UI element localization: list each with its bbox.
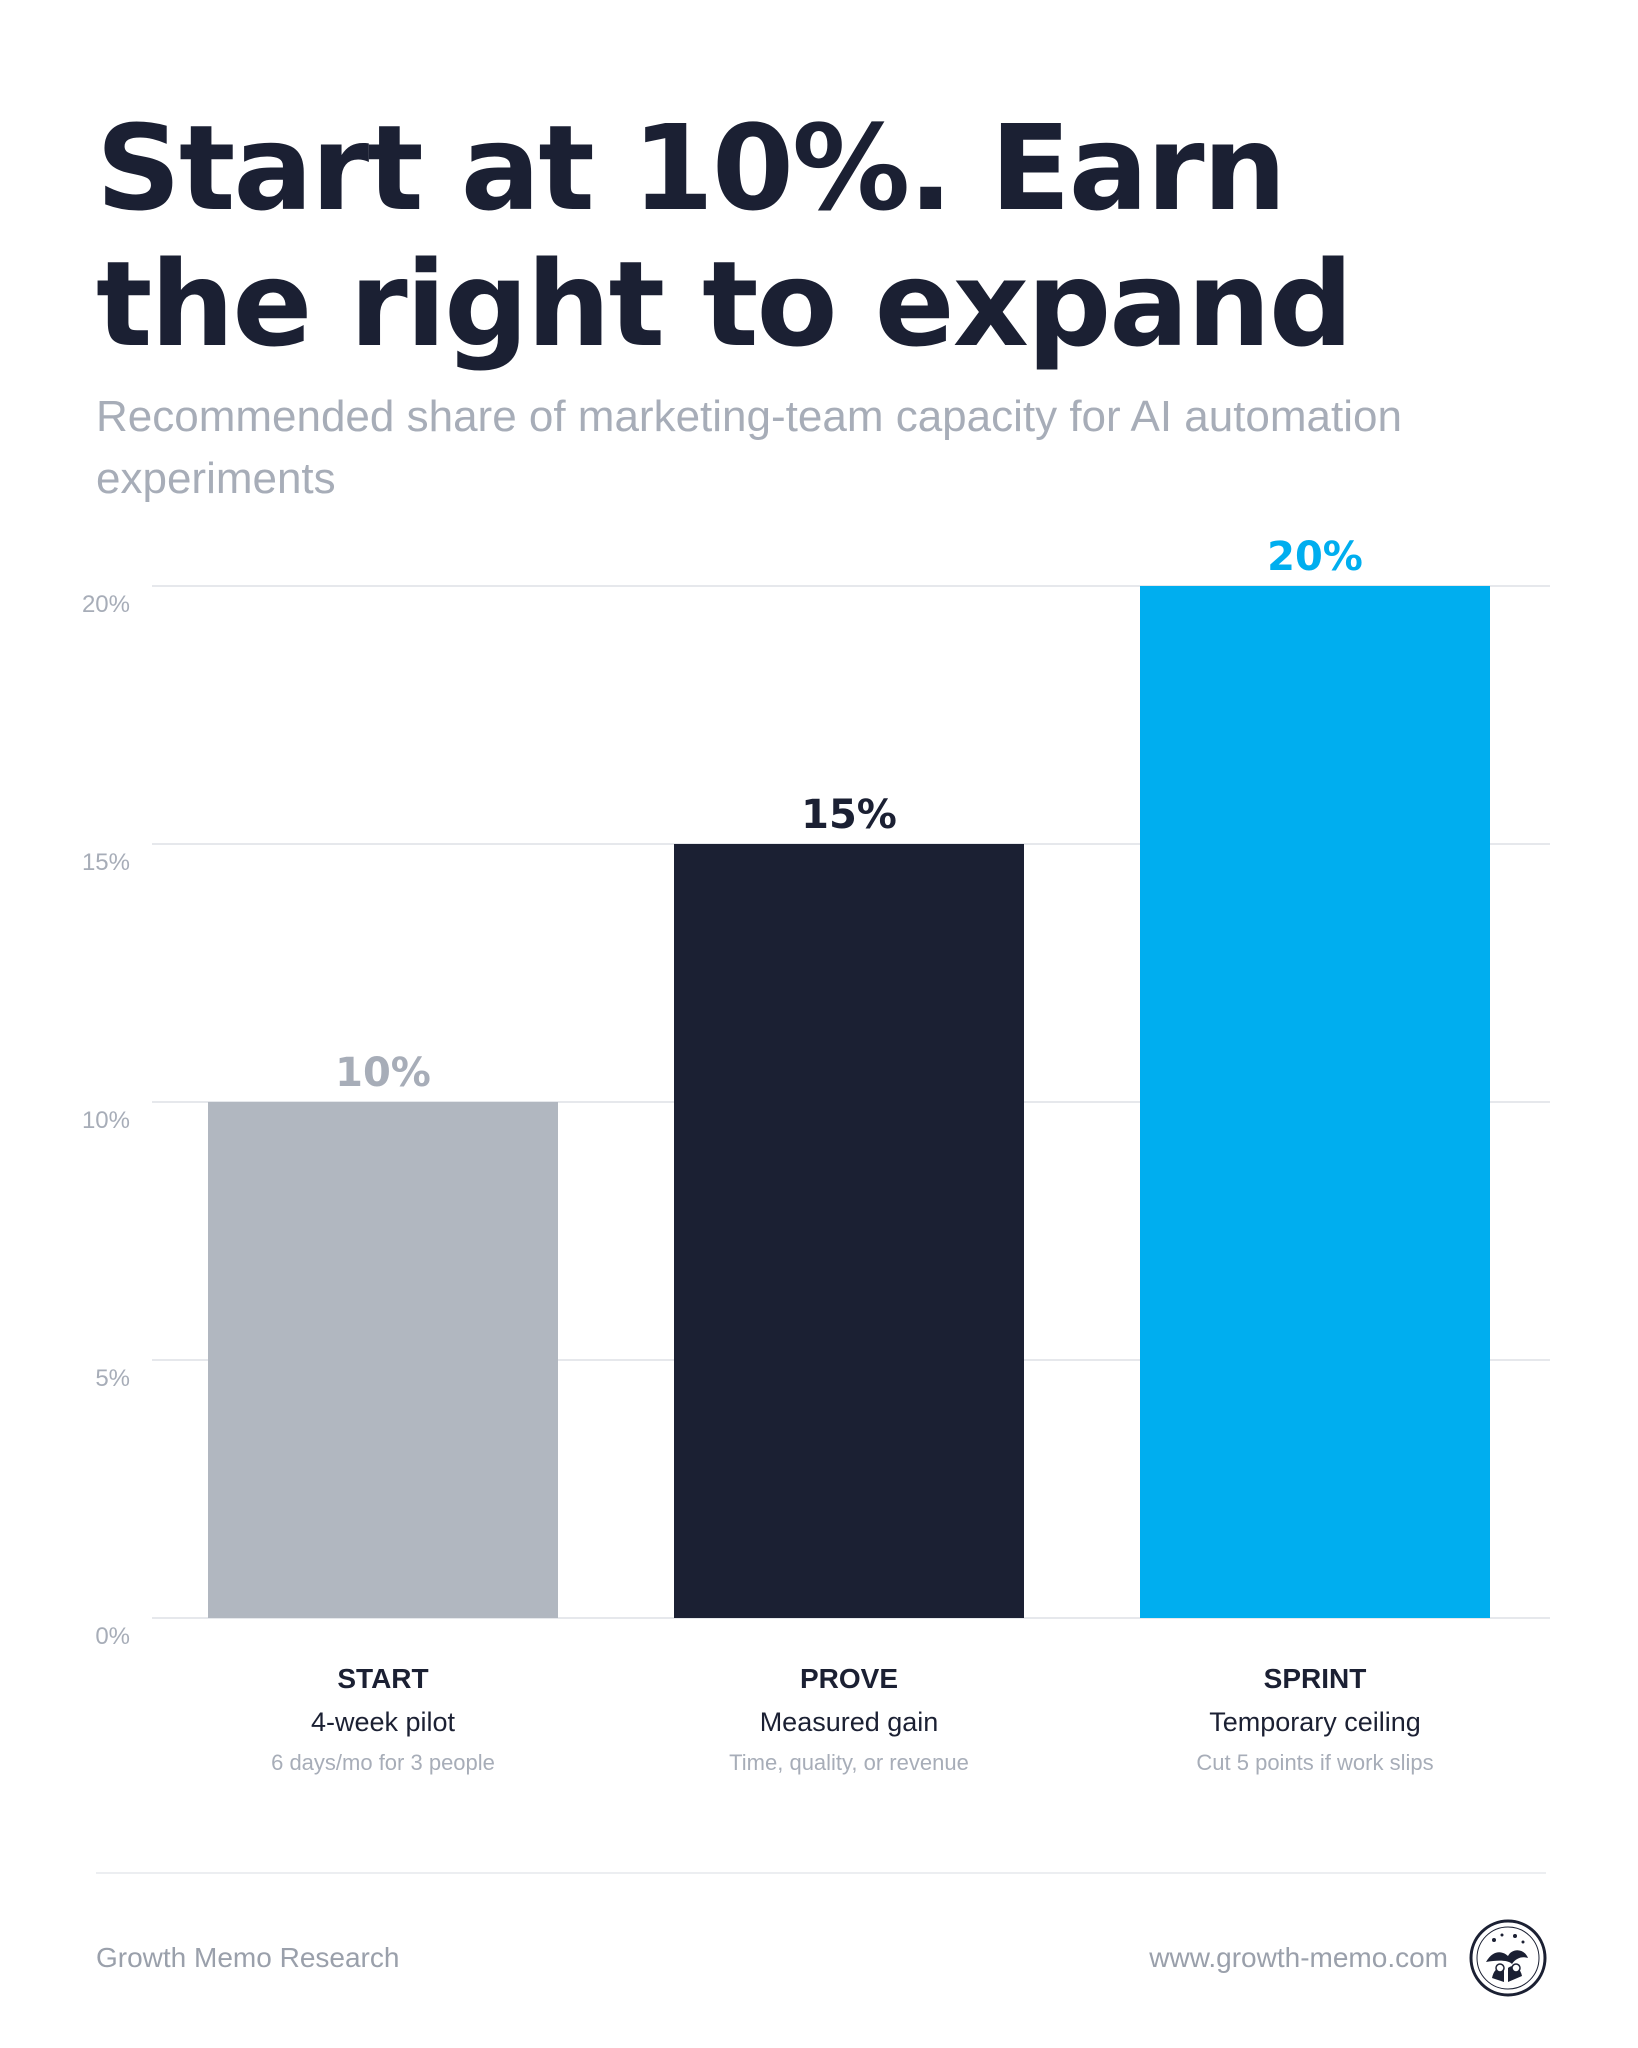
x-category-sublabel: Measured gain [760,1707,939,1737]
circular-badge-logo-icon [1469,1919,1547,1997]
y-tick-label: 15% [82,849,130,876]
bar [674,844,1024,1618]
bar-chart: 0% 5% 10% 15% 20% 10% START 4-week pilot 6 days/… [82,534,1550,1775]
x-category-label: START [337,1663,428,1694]
chart-subtitle: Recommended share of marketing-team capa… [96,392,1402,503]
y-tick-label: 0% [95,1623,130,1650]
footer-source: Growth Memo Research [96,1942,400,1973]
x-category-sublabel: 4-week pilot [311,1707,456,1737]
y-tick-label: 5% [95,1365,130,1392]
bar-value-label: 20% [1267,534,1363,580]
x-category-note: Cut 5 points if work slips [1196,1750,1433,1775]
y-tick-label: 20% [82,591,130,618]
y-tick-label: 10% [82,1107,130,1134]
x-category-note: 6 days/mo for 3 people [271,1750,495,1775]
bar-value-label: 15% [801,792,897,838]
bar [208,1102,558,1618]
footer-url[interactable]: www.growth-memo.com [1149,1942,1448,1973]
bar-value-label: 10% [335,1050,431,1096]
bar [1140,586,1490,1618]
x-category-label: SPRINT [1264,1663,1367,1694]
x-category-sublabel: Temporary ceiling [1209,1707,1421,1737]
footer-divider [96,1872,1546,1874]
x-category-note: Time, quality, or revenue [729,1750,969,1775]
chart-title: Start at 10%. Earn the right to expand [96,99,1353,373]
x-category-label: PROVE [800,1663,898,1694]
